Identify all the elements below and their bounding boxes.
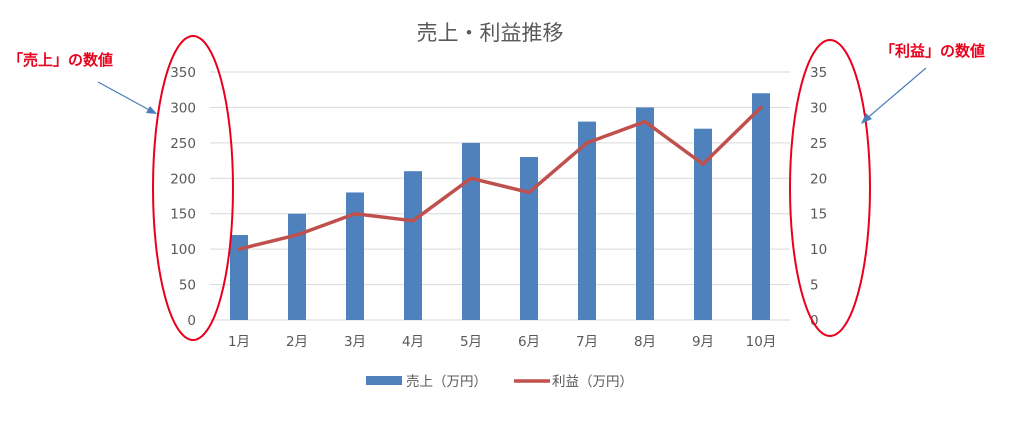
right-tick-label: 0 [810, 313, 819, 329]
left-tick-label: 100 [170, 242, 196, 258]
profit-point [411, 219, 415, 223]
right-tick-label: 5 [810, 278, 819, 294]
profit-point [527, 190, 531, 194]
x-tick-label: 10月 [746, 334, 777, 350]
sales-bars [230, 93, 770, 320]
x-tick-label: 8月 [634, 334, 656, 350]
legend-swatch-sales [366, 376, 402, 385]
annotation-arrow-left [97, 81, 154, 113]
x-tick-label: 2月 [286, 334, 308, 350]
right-tick-label: 15 [810, 207, 827, 223]
sales-bar [462, 142, 480, 320]
left-tick-label: 200 [170, 171, 196, 187]
sales-bar [230, 234, 248, 320]
gridlines [210, 71, 790, 321]
profit-series-line [237, 105, 763, 251]
profit-point [701, 162, 705, 166]
profit-line [237, 105, 763, 251]
profit-point [469, 176, 473, 180]
sales-bar [288, 213, 306, 320]
profit-point [295, 233, 299, 237]
left-tick-label: 250 [170, 136, 196, 152]
legend-label-sales: 売上（万円） [406, 374, 487, 390]
annotation-arrowhead-right [861, 113, 872, 124]
profit-point [759, 105, 763, 109]
profit-point [353, 212, 357, 216]
legend-label-profit: 利益（万円） [552, 374, 633, 390]
annotation-ellipse-right [789, 39, 871, 337]
right-tick-label: 20 [810, 171, 827, 187]
x-tick-label: 9月 [692, 334, 714, 350]
sales-bar [752, 93, 770, 320]
right-tick-label: 10 [810, 242, 827, 258]
left-tick-label: 50 [179, 278, 196, 294]
x-tick-label: 4月 [402, 334, 424, 350]
left-tick-label: 150 [170, 207, 196, 223]
annotation-arrow-right [864, 67, 927, 121]
sales-bar [520, 157, 538, 320]
x-tick-label: 7月 [576, 334, 598, 350]
annotation-ellipse-left [152, 35, 234, 341]
legend: 売上（万円） 利益（万円） [366, 374, 633, 390]
chart-title: 売上・利益推移 [417, 21, 564, 45]
sales-bar [636, 107, 654, 320]
right-axis-ticks: 0 5 10 15 20 25 30 35 [810, 65, 827, 329]
x-axis-ticks: 1月 2月 3月 4月 5月 6月 7月 8月 9月 10月 [228, 334, 776, 350]
profit-point [585, 141, 589, 145]
left-tick-label: 300 [170, 100, 196, 116]
sales-bar [694, 128, 712, 320]
x-tick-label: 1月 [228, 334, 250, 350]
sales-bar [346, 192, 364, 320]
left-tick-label: 0 [187, 313, 196, 329]
profit-point [643, 120, 647, 124]
x-tick-label: 5月 [460, 334, 482, 350]
left-tick-label: 350 [170, 65, 196, 81]
annotation-left-label: 「売上」の数値 [8, 51, 113, 69]
profit-point [237, 247, 241, 251]
annotation-right-label: 「利益」の数値 [880, 42, 985, 60]
left-axis-ticks: 0 50 100 150 200 250 300 350 [170, 65, 196, 329]
x-tick-label: 3月 [344, 334, 366, 350]
right-tick-label: 30 [810, 100, 827, 116]
sales-bar [578, 121, 596, 320]
x-tick-label: 6月 [518, 334, 540, 350]
annotations: 「売上」の数値 「利益」の数値 [8, 35, 985, 341]
right-tick-label: 25 [810, 136, 827, 152]
right-tick-label: 35 [810, 65, 827, 81]
sales-bar [404, 171, 422, 320]
annotation-arrowhead-left [146, 106, 157, 114]
